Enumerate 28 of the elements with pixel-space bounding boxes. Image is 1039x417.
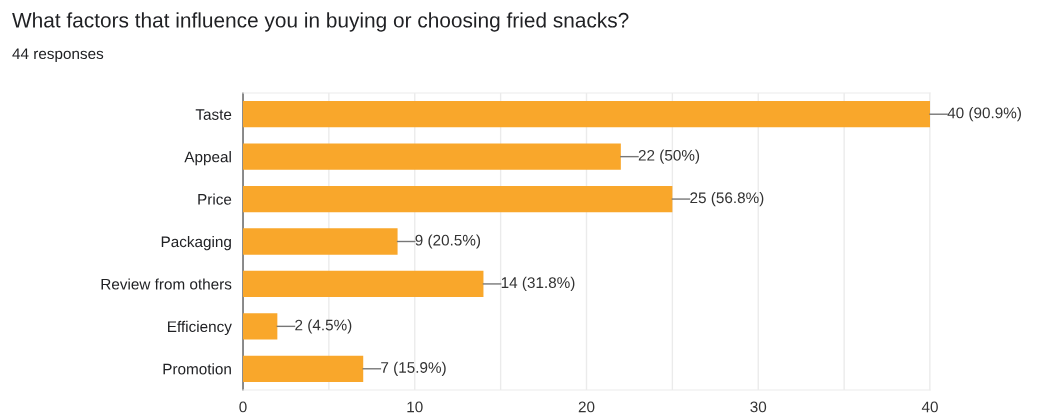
x-tick-label: 30 — [750, 401, 767, 413]
data-label: 22 (50%) — [638, 149, 700, 164]
data-label: 40 (90.9%) — [947, 107, 1021, 122]
bar — [243, 270, 484, 298]
y-tick-label: Review from others — [101, 278, 232, 290]
data-label: 14 (31.8%) — [501, 276, 575, 292]
bar — [243, 185, 673, 213]
chart-title: What factors that influence you in buying or choosing fried snacks? — [12, 12, 629, 32]
data-label: 2 (4.5%) — [295, 319, 352, 334]
bar — [243, 228, 398, 255]
x-tick-label: 40 — [921, 401, 938, 413]
bar — [243, 313, 278, 340]
y-tick-label: Promotion — [163, 363, 231, 375]
x-tick-label: 20 — [578, 401, 595, 413]
data-label: 9 (20.5%) — [415, 234, 481, 249]
y-tick-label: Packaging — [161, 235, 231, 251]
x-tick-label: 10 — [407, 401, 423, 413]
bar — [243, 355, 364, 382]
y-tick-label: Efficiency — [168, 320, 232, 336]
data-label: 25 (56.8%) — [690, 191, 764, 207]
y-tick-label: Taste — [195, 109, 232, 120]
x-tick-label: 0 — [239, 401, 247, 413]
text: 44 responses — [12, 48, 104, 63]
bar — [243, 143, 621, 170]
y-tick-label: Appeal — [184, 151, 231, 166]
data-label: 7 (15.9%) — [381, 361, 446, 376]
bar — [243, 101, 930, 128]
y-tick-label: Price — [198, 193, 232, 205]
